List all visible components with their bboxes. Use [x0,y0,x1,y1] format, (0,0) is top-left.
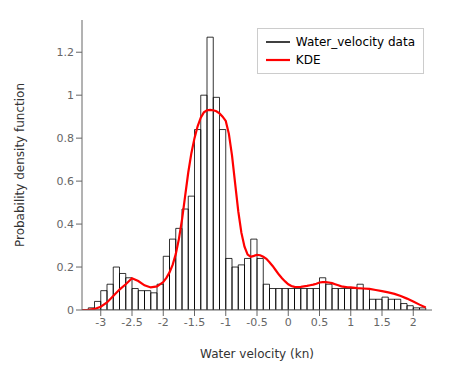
html-text:Water_velocity data: Water_velocity data [295,35,415,49]
svg-text:1: 1 [67,89,74,102]
svg-text:0.8: 0.8 [57,132,75,145]
svg-text:-0.5: -0.5 [246,316,267,329]
svg-text:0: 0 [285,316,292,329]
svg-text:-2: -2 [158,316,169,329]
svg-text:0.5: 0.5 [311,316,329,329]
svg-text:0: 0 [67,304,74,317]
html-text:KDE: KDE [295,53,321,67]
svg-text:1.5: 1.5 [373,316,391,329]
svg-text:-2.5: -2.5 [121,316,142,329]
svg-text:-1: -1 [220,316,231,329]
svg-text:-3: -3 [95,316,106,329]
svg-text:0.4: 0.4 [57,218,75,231]
svg-text:2: 2 [410,316,417,329]
svg-text:Water velocity (kn): Water velocity (kn) [200,347,314,361]
svg-text:0.6: 0.6 [57,175,75,188]
svg-text:1: 1 [347,316,354,329]
svg-text:Probability density function: Probability density function [13,83,27,247]
svg-text:-1.5: -1.5 [184,316,205,329]
svg-text:1.2: 1.2 [57,46,75,59]
svg-text:0.2: 0.2 [57,261,75,274]
